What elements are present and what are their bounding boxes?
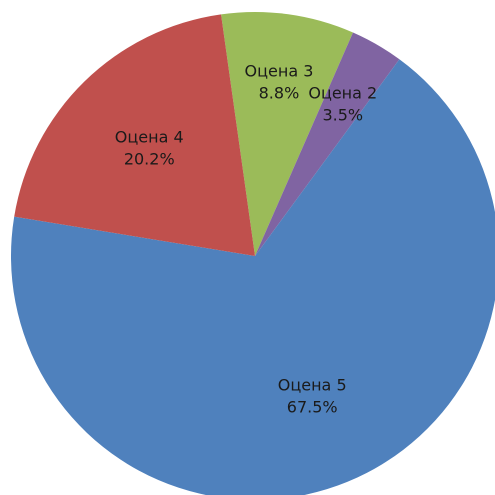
slice-label: Оцена 5 [278,376,347,395]
slice-value-label: 20.2% [124,149,175,168]
slice-value-label: 67.5% [287,398,338,417]
pie-slice [14,14,256,257]
slice-value-label: 8.8% [259,83,300,102]
pie-slice [255,32,400,257]
pie-slice [11,59,495,495]
slice-label: Оцена 3 [245,61,314,80]
pie-slice [221,12,353,256]
slice-value-label: 3.5% [322,105,363,124]
slice-label: Оцена 2 [308,83,377,102]
slice-label: Оцена 4 [115,127,184,146]
